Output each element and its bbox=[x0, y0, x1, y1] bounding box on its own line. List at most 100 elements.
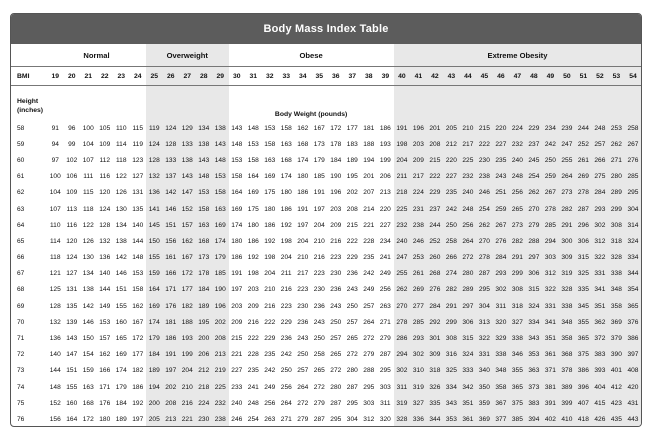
weight-cell: 180 bbox=[99, 415, 111, 423]
weight-cell: 335 bbox=[575, 281, 592, 299]
bmi-value: 35 bbox=[311, 66, 328, 86]
weight-cell: 212 bbox=[195, 362, 213, 379]
weight-cell: 197 bbox=[132, 415, 144, 423]
weight-cell: 267 bbox=[542, 184, 559, 201]
weight-cell: 322 bbox=[591, 249, 609, 266]
weight-cell: 197 bbox=[313, 205, 325, 213]
weight-cell: 128 bbox=[162, 136, 180, 153]
weight-cell: 182 bbox=[179, 298, 196, 315]
weight-cell: 327 bbox=[509, 314, 526, 331]
weight-cell: 279 bbox=[297, 415, 309, 423]
weight-cell: 107 bbox=[82, 156, 94, 164]
weight-cell: 328 bbox=[608, 249, 625, 266]
bmi-value: 43 bbox=[443, 66, 460, 86]
spacer-cell bbox=[575, 85, 592, 91]
spacer-cell bbox=[393, 85, 411, 91]
weight-cell: 341 bbox=[591, 281, 609, 299]
weight-cell: 96 bbox=[68, 124, 76, 132]
weight-cell: 279 bbox=[379, 335, 391, 343]
height-label: Height (inches) bbox=[11, 91, 47, 120]
weight-cell: 255 bbox=[393, 265, 411, 282]
weight-cell: 265 bbox=[313, 367, 325, 375]
weight-cell: 264 bbox=[459, 233, 477, 250]
weight-cell: 312 bbox=[542, 265, 559, 282]
weight-cell: 148 bbox=[212, 152, 229, 169]
weight-cell: 242 bbox=[443, 200, 460, 218]
weight-cell: 180 bbox=[297, 173, 309, 181]
weight-cell: 128 bbox=[99, 221, 111, 229]
weight-cell: 114 bbox=[115, 140, 127, 148]
weight-cell: 282 bbox=[509, 233, 526, 250]
weight-cell: 257 bbox=[297, 367, 309, 375]
weight-cell: 344 bbox=[426, 411, 444, 426]
weight-cell: 287 bbox=[330, 399, 342, 407]
weight-cell: 189 bbox=[346, 156, 358, 164]
weight-cell: 128 bbox=[146, 152, 163, 169]
bmi-value: 30 bbox=[228, 66, 246, 86]
weight-cell: 230 bbox=[195, 411, 213, 426]
weight-cell: 186 bbox=[231, 254, 243, 262]
label-spacer bbox=[146, 91, 163, 120]
weight-cell: 402 bbox=[542, 411, 559, 426]
weight-cell: 242 bbox=[264, 367, 276, 375]
weight-cell: 238 bbox=[476, 168, 493, 185]
spacer-cell bbox=[410, 85, 427, 91]
bmi-value: 48 bbox=[525, 66, 543, 86]
weight-cell: 126 bbox=[82, 237, 94, 245]
weight-cell: 145 bbox=[146, 217, 163, 234]
weight-cell: 120 bbox=[66, 237, 78, 245]
weight-cell: 303 bbox=[363, 399, 375, 407]
weight-cell: 276 bbox=[624, 152, 641, 169]
weight-cell: 311 bbox=[393, 379, 411, 396]
weight-cell: 154 bbox=[82, 351, 94, 359]
weight-cell: 203 bbox=[330, 205, 342, 213]
weight-cell: 174 bbox=[297, 156, 309, 164]
weight-cell: 314 bbox=[624, 217, 641, 234]
weight-cell: 218 bbox=[195, 379, 213, 396]
weight-cell: 205 bbox=[443, 120, 460, 137]
weight-cell: 175 bbox=[264, 189, 276, 197]
weight-cell: 157 bbox=[179, 217, 196, 234]
weight-cell: 168 bbox=[297, 140, 309, 148]
bmi-value: 20 bbox=[63, 66, 80, 86]
height-value: 72 bbox=[17, 351, 25, 359]
bmi-value: 44 bbox=[459, 66, 477, 86]
weight-cell: 157 bbox=[99, 335, 111, 343]
weight-cell: 173 bbox=[313, 140, 325, 148]
weight-cell: 418 bbox=[575, 411, 592, 426]
category-header: Overweight bbox=[146, 44, 229, 67]
table-row: 61 100 106 111 116 122 127 132 137 143 148 153 158 16… bbox=[11, 168, 641, 185]
weight-cell: 196 bbox=[330, 189, 342, 197]
weight-cell: 324 bbox=[525, 298, 543, 315]
weight-cell: 216 bbox=[313, 254, 325, 262]
weight-cell: 188 bbox=[179, 314, 196, 331]
weight-cell: 219 bbox=[212, 362, 229, 379]
weight-cell: 112 bbox=[99, 156, 110, 164]
weight-cell: 311 bbox=[380, 399, 391, 407]
weight-cell: 202 bbox=[346, 189, 358, 197]
weight-cell: 362 bbox=[591, 314, 609, 331]
weight-cell: 151 bbox=[66, 367, 78, 375]
table-row: 68 125 131 138 144 151 158 164 171 177 184 190 197 20… bbox=[11, 281, 641, 299]
weight-cell: 249 bbox=[363, 286, 375, 294]
weight-cell: 343 bbox=[443, 395, 460, 412]
weight-cell: 383 bbox=[525, 395, 543, 412]
weight-cell: 174 bbox=[212, 233, 229, 250]
weight-cell: 265 bbox=[346, 335, 358, 343]
weight-cell: 201 bbox=[426, 120, 444, 137]
weight-cell: 302 bbox=[492, 281, 510, 299]
weight-cell: 155 bbox=[115, 302, 127, 310]
weight-cell: 223 bbox=[280, 302, 292, 310]
weight-cell: 208 bbox=[426, 136, 444, 153]
weight-cell: 143 bbox=[231, 124, 243, 132]
weight-cell: 121 bbox=[49, 270, 61, 278]
label-spacer bbox=[492, 91, 510, 120]
weight-cell: 232 bbox=[393, 217, 411, 234]
weight-cell: 163 bbox=[212, 200, 229, 218]
weight-cell: 293 bbox=[591, 200, 609, 218]
weight-cell: 229 bbox=[525, 120, 543, 137]
weight-cell: 263 bbox=[264, 415, 276, 423]
weight-cell: 303 bbox=[542, 249, 559, 266]
weight-cell: 244 bbox=[426, 217, 444, 234]
weight-cell: 215 bbox=[346, 221, 358, 229]
